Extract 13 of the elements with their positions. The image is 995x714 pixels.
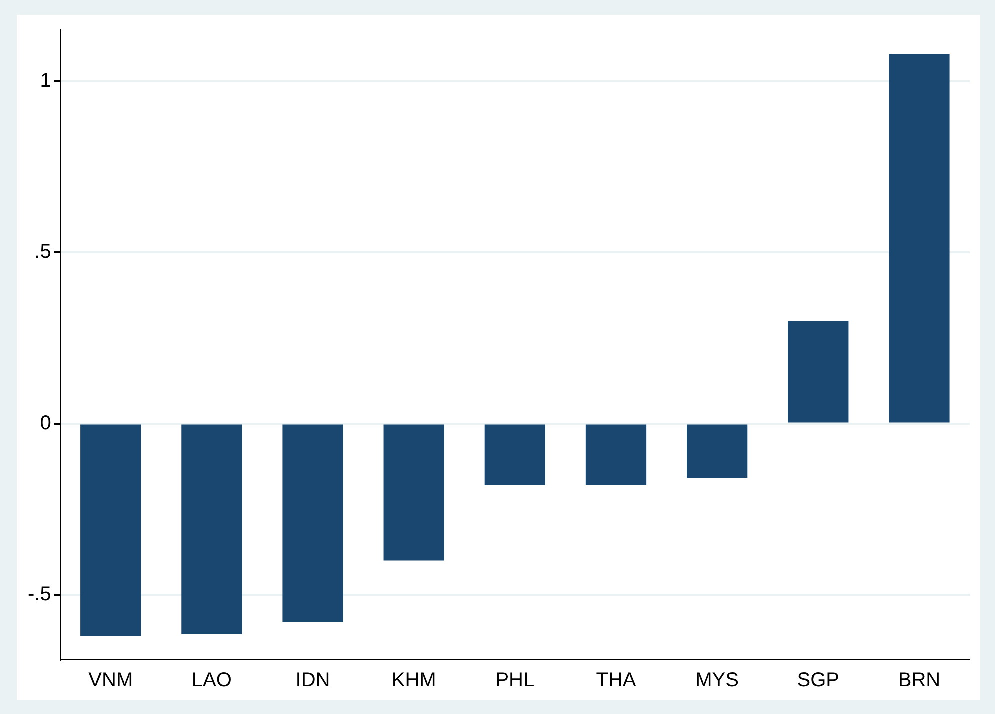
y-tick-label: 1 [40,70,52,92]
x-tick-label: BRN [898,670,941,692]
y-tick-label: .5 [34,241,52,264]
y-tick-label: -.5 [28,583,52,606]
x-tick-label: IDN [296,670,330,692]
y-tick-label: 0 [40,412,52,434]
x-tick-label: PHL [496,670,535,692]
x-tick-label: VNM [88,670,134,692]
x-tick-label: KHM [392,670,436,692]
x-tick-label: MYS [696,670,739,692]
x-tick-label: THA [596,670,637,692]
x-tick-label: LAO [192,670,232,692]
x-tick-label: SGP [797,670,840,692]
